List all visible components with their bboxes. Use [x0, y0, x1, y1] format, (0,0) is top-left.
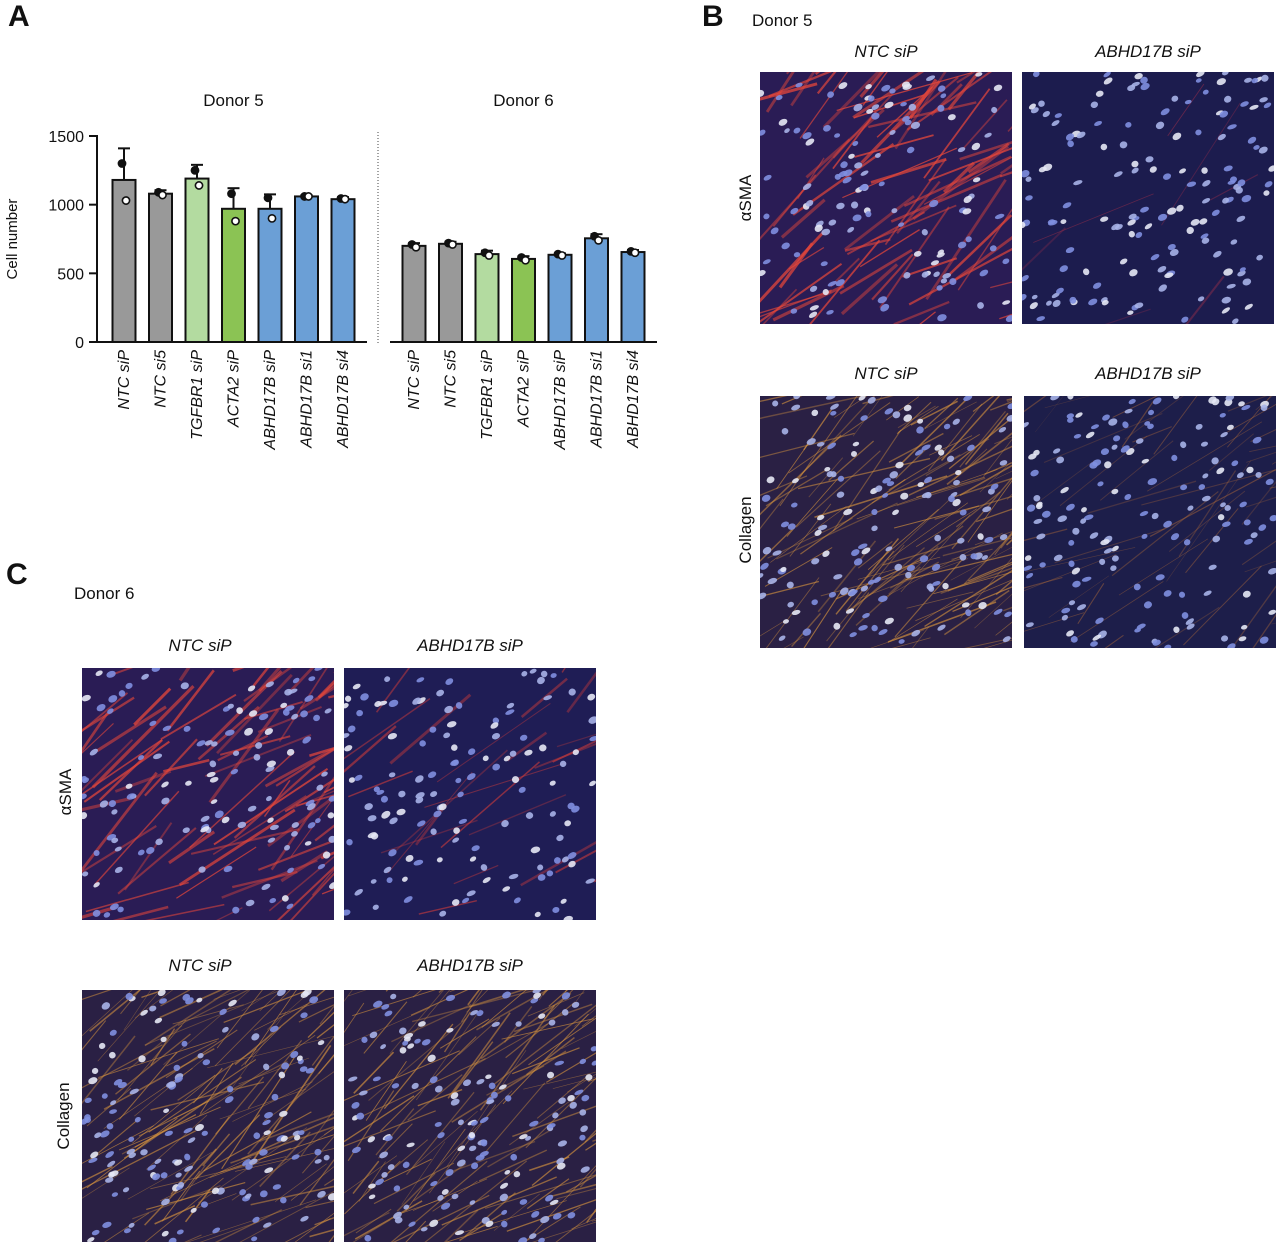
bar	[438, 242, 463, 344]
category-label: ABHD17B si4	[335, 350, 352, 449]
category-label: ABHD17B si4	[625, 350, 642, 449]
category-label: NTC siP	[116, 350, 133, 410]
col-title-c-abhd-collagen: ABHD17B siP	[417, 956, 523, 975]
donor-label-c: Donor 6	[74, 584, 135, 603]
group-title: Donor 6	[493, 91, 553, 110]
bar	[401, 244, 427, 343]
category-label: NTC si5	[443, 350, 460, 408]
data-point	[340, 194, 350, 204]
bar	[294, 195, 319, 343]
bar	[547, 253, 573, 343]
y-tick-label: 1000	[48, 198, 84, 215]
col-title-c-abhd-asma: ABHD17B siP	[417, 636, 523, 655]
donor-label-b: Donor 5	[752, 11, 813, 30]
data-point	[304, 192, 313, 201]
micrograph-b-abhd-collagen	[1024, 396, 1276, 648]
bar	[257, 207, 283, 343]
data-point	[194, 181, 204, 190]
data-point	[190, 165, 200, 175]
panel-letter-c: C	[6, 558, 28, 591]
y-axis-title: Cell number	[4, 199, 21, 280]
micrograph-c-ntc-collagen	[82, 990, 334, 1242]
group-title: Donor 5	[203, 91, 263, 110]
bar	[511, 257, 536, 343]
data-point	[594, 235, 603, 245]
category-label: TGFBR1 siP	[189, 350, 206, 440]
data-point	[158, 190, 167, 200]
category-label: ABHD17B si1	[299, 350, 316, 449]
category-label: ACTA2 siP	[226, 350, 243, 428]
y-tick-label: 0	[75, 335, 84, 352]
cell-number-bar-chart: 0 500 1000 1500 Cell number Donor 5 NTC siP NTC…	[4, 91, 657, 451]
data-point	[521, 255, 530, 265]
bar	[474, 253, 500, 344]
col-title-b-abhd-collagen: ABHD17B siP	[1095, 364, 1201, 383]
data-point	[263, 193, 273, 203]
bar	[184, 177, 210, 343]
col-title-c-ntc-collagen: NTC siP	[168, 956, 232, 975]
col-title-b-abhd-asma: ABHD17B siP	[1095, 42, 1201, 61]
micrograph-image	[760, 72, 1012, 324]
row-label-b-collagen: Collagen	[736, 496, 755, 564]
micrograph-image	[344, 990, 596, 1242]
data-point	[117, 159, 127, 168]
bar	[620, 251, 646, 343]
category-label: ACTA2 siP	[516, 350, 533, 428]
data-point	[267, 213, 277, 223]
bar	[148, 192, 173, 343]
y-tick-label: 500	[57, 266, 84, 283]
data-point	[411, 242, 421, 252]
micrograph-image	[82, 668, 334, 920]
row-label-b-asma: αSMA	[736, 174, 755, 222]
data-point	[227, 189, 236, 199]
micrograph-b-abhd-asma	[1022, 72, 1274, 324]
col-title-b-ntc-collagen: NTC siP	[854, 364, 918, 383]
panel-letter-a: A	[8, 0, 30, 33]
category-label: NTC si5	[153, 350, 170, 408]
micrograph-c-ntc-asma	[82, 668, 334, 920]
category-label: ABHD17B siP	[262, 350, 279, 451]
row-label-c-collagen: Collagen	[54, 1082, 73, 1150]
micrograph-image	[1022, 72, 1274, 324]
panel-letter-b: B	[702, 0, 724, 33]
data-point	[557, 251, 567, 260]
col-title-c-ntc-asma: NTC siP	[168, 636, 232, 655]
micrograph-b-ntc-collagen	[760, 396, 1012, 648]
data-point	[448, 240, 457, 249]
category-label: NTC siP	[406, 350, 423, 410]
bar	[584, 237, 609, 344]
category-label: ABHD17B si1	[589, 350, 606, 449]
micrograph-c-abhd-asma	[344, 668, 596, 920]
micrograph-b-ntc-asma	[760, 72, 1012, 324]
data-point	[231, 216, 240, 226]
data-point	[484, 251, 494, 260]
data-point	[630, 248, 640, 258]
data-point	[121, 196, 131, 205]
micrograph-c-abhd-collagen	[344, 990, 596, 1242]
category-label: ABHD17B siP	[552, 350, 569, 451]
y-tick-label: 1500	[48, 129, 84, 146]
micrograph-image	[82, 990, 334, 1242]
category-label: TGFBR1 siP	[479, 350, 496, 440]
micrograph-image	[1024, 396, 1276, 648]
micrograph-image	[344, 668, 596, 920]
bar	[330, 198, 356, 343]
bar	[221, 207, 246, 343]
micrograph-image	[760, 396, 1012, 648]
row-label-c-asma: αSMA	[56, 768, 75, 816]
col-title-b-ntc-asma: NTC siP	[854, 42, 918, 61]
